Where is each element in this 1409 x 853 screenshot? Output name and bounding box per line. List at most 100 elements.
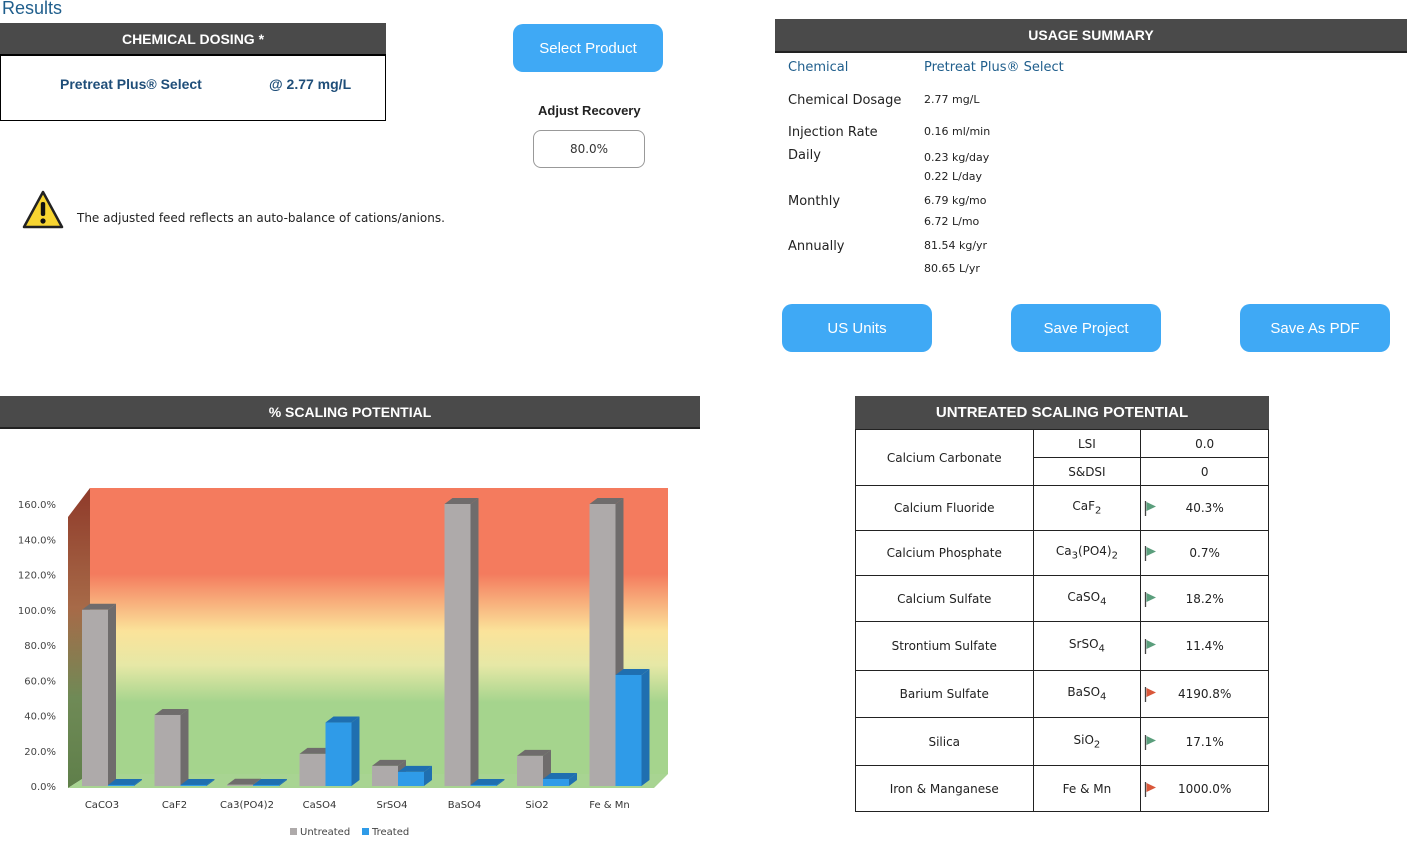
table-row: Iron & Manganese Fe & Mn 1000.0% xyxy=(855,765,1269,812)
chemical-value: Pretreat Plus® Select xyxy=(924,60,1064,75)
sdsi-label: S&DSI xyxy=(1032,457,1142,486)
table-row: Strontium Sulfate SrSO4 11.4% xyxy=(855,621,1269,671)
select-product-button[interactable]: Select Product xyxy=(513,24,663,72)
bar-side xyxy=(424,765,432,786)
carbonate-name: Calcium Carbonate xyxy=(855,429,1034,486)
flag-icon xyxy=(1145,639,1157,654)
bar-front xyxy=(180,784,207,786)
flag-icon xyxy=(1145,546,1157,561)
bar-front xyxy=(444,504,471,786)
bar-front xyxy=(299,753,326,786)
monthly-l-value: 6.72 L/mo xyxy=(924,215,980,228)
usage-summary-header: USAGE SUMMARY xyxy=(775,19,1407,53)
compound-name: Strontium Sulfate xyxy=(855,621,1034,671)
compound-value: 0.7% xyxy=(1140,530,1269,576)
bar-side xyxy=(569,772,577,786)
bar-top xyxy=(325,716,360,723)
bar-top xyxy=(227,778,261,785)
legend-label: Treated xyxy=(371,827,409,838)
bar-front xyxy=(589,504,616,786)
annually-kg-value: 81.54 kg/yr xyxy=(924,239,988,252)
bar-front xyxy=(227,784,253,786)
warning-triangle-icon xyxy=(22,190,64,229)
y-tick-label: 140.0% xyxy=(18,535,56,546)
chemical-label: Chemical xyxy=(788,60,849,75)
compound-formula: Fe & Mn xyxy=(1032,765,1142,812)
sdsi-value: 0 xyxy=(1140,457,1269,486)
x-tick-label: CaSO4 xyxy=(303,800,337,811)
x-tick-label: CaF2 xyxy=(162,800,187,811)
bar-untreated xyxy=(154,708,189,786)
compound-formula: BaSO4 xyxy=(1032,670,1142,718)
table-row: Silica SiO2 17.1% xyxy=(855,717,1269,766)
bar-untreated xyxy=(82,603,116,786)
compound-name: Calcium Fluoride xyxy=(855,485,1034,531)
bar-treated xyxy=(398,765,432,786)
x-tick-label: CaCO3 xyxy=(85,800,119,811)
table-row: Calcium Phosphate Ca3(PO4)2 0.7% xyxy=(855,530,1269,576)
legend-swatch xyxy=(290,828,297,835)
bar-top xyxy=(82,603,116,610)
compound-value-text: 1000.0% xyxy=(1177,781,1232,796)
compound-value: 4190.8% xyxy=(1140,670,1269,718)
compound-formula: CaSO4 xyxy=(1032,575,1142,622)
bar-top xyxy=(615,668,650,675)
y-tick-label: 0.0% xyxy=(31,782,56,793)
annually-l-value: 80.65 L/yr xyxy=(924,262,980,275)
x-tick-label: SiO2 xyxy=(525,800,548,811)
lsi-label: LSI xyxy=(1032,429,1142,458)
bar-top xyxy=(372,759,406,766)
table-row: Calcium Sulfate CaSO4 18.2% xyxy=(855,575,1269,622)
compound-value: 1000.0% xyxy=(1140,765,1269,812)
flag-icon xyxy=(1145,501,1157,516)
bar-front xyxy=(154,714,181,786)
compound-name: Silica xyxy=(855,717,1034,766)
bar-top xyxy=(398,765,432,772)
daily-kg-value: 0.23 kg/day xyxy=(924,151,990,164)
save-project-button[interactable]: Save Project xyxy=(1011,304,1161,352)
y-tick-label: 40.0% xyxy=(24,712,56,723)
bar-top xyxy=(470,778,505,785)
compound-formula: SrSO4 xyxy=(1032,621,1142,671)
x-tick-label: Ca3(PO4)2 xyxy=(220,800,274,811)
bar-top xyxy=(543,772,577,779)
bar-side xyxy=(470,498,479,786)
compound-value-text: 11.4% xyxy=(1185,639,1224,653)
bar-top xyxy=(154,708,189,715)
bar-untreated xyxy=(517,749,551,786)
compound-name: Calcium Phosphate xyxy=(855,530,1034,576)
dosage-value: 2.77 mg/L xyxy=(924,93,980,106)
bar-front xyxy=(398,771,424,786)
daily-l-value: 0.22 L/day xyxy=(924,170,983,183)
compound-formula: SiO2 xyxy=(1032,717,1142,766)
x-tick-label: Fe & Mn xyxy=(589,800,629,811)
recovery-input[interactable] xyxy=(533,130,645,168)
save-as-pdf-button[interactable]: Save As PDF xyxy=(1240,304,1390,352)
table-row: Calcium Fluoride CaF2 40.3% xyxy=(855,485,1269,531)
compound-value: 11.4% xyxy=(1140,621,1269,671)
bar-front xyxy=(82,609,108,786)
warning-text: The adjusted feed reflects an auto-balan… xyxy=(77,211,445,225)
scaling-potential-header: % SCALING POTENTIAL xyxy=(0,396,700,429)
bar-top xyxy=(108,778,142,785)
compound-value-text: 18.2% xyxy=(1185,591,1224,606)
bar-treated xyxy=(180,778,215,786)
legend-swatch xyxy=(362,828,369,835)
bar-front xyxy=(517,755,543,786)
bar-side xyxy=(641,668,650,786)
bar-treated xyxy=(325,716,360,786)
legend-label: Untreated xyxy=(300,827,350,838)
flag-icon xyxy=(1145,734,1157,750)
compound-name: Iron & Manganese xyxy=(855,765,1034,812)
bar-top xyxy=(517,749,551,756)
injection-rate-label: Injection Rate xyxy=(788,125,878,140)
bar-top xyxy=(180,778,215,785)
bar-side xyxy=(108,603,116,786)
dosage-label: Chemical Dosage xyxy=(788,93,902,108)
chemical-dosing-header: CHEMICAL DOSING * xyxy=(0,23,386,56)
scaling-potential-chart: 0.0% 20.0% 40.0% 60.0% 80.0% 100.0% 120.0% 140.… xyxy=(18,488,668,838)
table-row: Barium Sulfate BaSO4 4190.8% xyxy=(855,670,1269,718)
y-tick-label: 160.0% xyxy=(18,500,56,511)
us-units-button[interactable]: US Units xyxy=(782,304,932,352)
bar-untreated xyxy=(372,759,406,786)
